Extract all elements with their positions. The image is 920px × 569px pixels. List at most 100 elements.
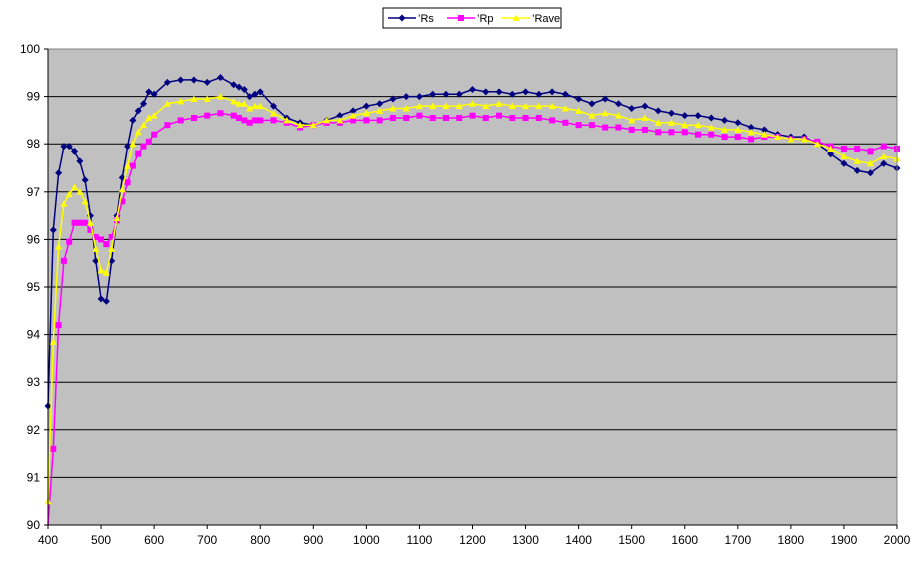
x-tick-label: 1800	[778, 533, 805, 547]
data-point	[535, 90, 543, 98]
data-point	[190, 95, 198, 102]
legend-label: ’Rs	[418, 13, 434, 25]
data-point	[866, 159, 874, 167]
data-point	[55, 322, 62, 329]
data-point	[251, 102, 259, 110]
axes: 90 91 92 93 94 95 96 97 98 99 100 400 500 600 700 800 90…	[20, 42, 911, 547]
data-point	[747, 128, 755, 136]
data-point	[442, 115, 449, 122]
data-point	[251, 117, 258, 124]
data-point	[561, 105, 569, 112]
data-point	[429, 102, 437, 110]
data-point	[482, 102, 490, 110]
data-point	[124, 179, 131, 186]
x-tick-label: 1400	[565, 533, 592, 547]
data-point	[575, 107, 583, 114]
data-point	[140, 143, 147, 150]
data-point	[151, 131, 158, 138]
data-point	[71, 147, 79, 155]
data-point	[522, 102, 530, 110]
data-point	[217, 110, 224, 117]
data-point	[113, 214, 121, 221]
data-point	[246, 119, 253, 126]
data-point	[190, 115, 197, 122]
data-point	[145, 138, 152, 145]
x-tick-label: 2000	[884, 533, 911, 547]
data-point	[429, 115, 436, 122]
data-point	[482, 115, 489, 122]
data-point	[270, 117, 277, 124]
data-point	[177, 76, 185, 84]
data-point	[376, 107, 384, 114]
data-point	[854, 145, 861, 152]
data-point	[455, 90, 463, 98]
data-point	[251, 90, 259, 98]
data-point	[145, 88, 153, 96]
data-point	[415, 93, 423, 101]
data-point	[402, 105, 410, 112]
data-point	[350, 117, 357, 124]
data-point	[203, 95, 211, 102]
data-point	[76, 188, 84, 195]
data-point	[55, 243, 63, 250]
data-point	[654, 119, 662, 126]
data-point	[588, 100, 596, 108]
data-point	[496, 112, 503, 119]
x-tick-label: 1900	[831, 533, 858, 547]
data-point	[98, 236, 105, 243]
data-point	[548, 102, 556, 110]
data-point	[257, 117, 264, 124]
data-point	[760, 126, 768, 134]
data-point	[246, 105, 254, 112]
data-point	[246, 93, 254, 101]
data-point	[442, 102, 450, 110]
data-point	[734, 119, 742, 127]
data-point	[389, 105, 397, 112]
y-tick-label: 94	[27, 328, 41, 342]
data-point	[177, 117, 184, 124]
data-point	[535, 115, 542, 122]
data-point	[150, 112, 158, 119]
x-tick-label: 400	[38, 533, 58, 547]
data-point	[81, 176, 89, 184]
data-point	[76, 219, 83, 226]
legend-marker	[512, 14, 520, 21]
data-point	[82, 219, 89, 226]
data-point	[60, 143, 68, 151]
data-point	[140, 121, 148, 129]
data-point	[840, 159, 848, 167]
data-point	[230, 81, 238, 89]
data-point	[177, 97, 185, 105]
x-tick-label: 1000	[353, 533, 380, 547]
x-tick-label: 1300	[512, 533, 539, 547]
data-point	[108, 234, 115, 241]
data-point	[236, 115, 243, 122]
series-line	[47, 95, 898, 502]
data-point	[522, 115, 529, 122]
data-point	[827, 145, 835, 152]
data-point	[240, 100, 248, 107]
y-tick-label: 93	[27, 375, 41, 389]
x-tick-label: 1200	[459, 533, 486, 547]
data-point	[853, 157, 861, 164]
data-point	[455, 102, 463, 110]
data-point	[522, 88, 530, 96]
data-point	[240, 85, 248, 93]
data-point	[203, 78, 211, 86]
data-point	[628, 105, 636, 112]
data-point	[614, 112, 622, 119]
data-point	[641, 126, 648, 133]
data-point	[495, 88, 503, 96]
data-point	[774, 133, 782, 141]
data-point	[588, 112, 596, 119]
data-point	[602, 124, 609, 131]
data-point	[134, 128, 142, 136]
data-point	[362, 109, 370, 117]
data-point	[575, 95, 583, 103]
data-point	[615, 124, 622, 131]
data-point	[867, 148, 874, 155]
data-point	[734, 134, 741, 141]
data-point	[601, 109, 609, 117]
data-point	[389, 115, 396, 122]
data-point	[509, 115, 516, 122]
